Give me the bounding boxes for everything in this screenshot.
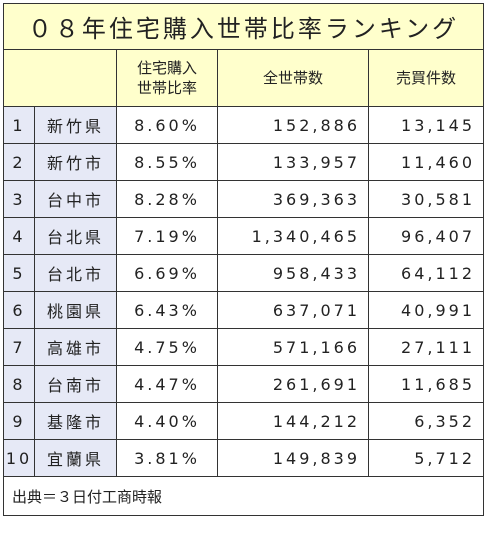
table-row: 10 宜蘭県 3.81% 149,839 5,712 (3, 439, 485, 477)
rate-cell: 7.19% (116, 217, 218, 255)
table-row: 8 台南市 4.47% 261,691 11,685 (3, 365, 485, 403)
rank-cell: 2 (3, 143, 35, 181)
table-row: 4 台北県 7.19% 1,340,465 96,407 (3, 217, 485, 255)
city-cell: 宜蘭県 (34, 439, 117, 477)
city-cell: 台南市 (34, 365, 117, 403)
households-cell: 261,691 (217, 365, 369, 403)
households-cell: 149,839 (217, 439, 369, 477)
table-row: 6 桃園県 6.43% 637,071 40,991 (3, 291, 485, 329)
city-cell: 高雄市 (34, 328, 117, 366)
header-row: 住宅購入 世帯比率 全世帯数 売買件数 (3, 49, 485, 107)
table-row: 3 台中市 8.28% 369,363 30,581 (3, 180, 485, 218)
table-row: 5 台北市 6.69% 958,433 64,112 (3, 254, 485, 292)
rate-cell: 6.43% (116, 291, 218, 329)
table-row: 1 新竹県 8.60% 152,886 13,145 (3, 106, 485, 144)
table-row: 7 高雄市 4.75% 571,166 27,111 (3, 328, 485, 366)
sales-cell: 96,407 (367, 217, 485, 255)
rate-cell: 3.81% (116, 439, 218, 477)
header-households: 全世帯数 (217, 49, 369, 107)
rank-cell: 8 (3, 365, 35, 403)
households-cell: 958,433 (217, 254, 369, 292)
header-rate: 住宅購入 世帯比率 (116, 49, 218, 107)
households-cell: 369,363 (217, 180, 369, 218)
rate-cell: 4.47% (116, 365, 218, 403)
header-rate-line2: 世帯比率 (136, 79, 197, 97)
rank-cell: 5 (3, 254, 35, 292)
header-rate-line1: 住宅購入 (136, 59, 197, 77)
households-cell: 637,071 (217, 291, 369, 329)
sales-cell: 6,352 (367, 402, 485, 440)
title-row: ０８年住宅購入世帯比率ランキング (2, 3, 485, 50)
city-cell: 台北県 (34, 217, 117, 255)
rank-cell: 3 (3, 180, 35, 218)
city-cell: 新竹県 (34, 106, 117, 144)
table-body: 1 新竹県 8.60% 152,886 13,145 2 新竹市 8.55% 133,957 11… (3, 106, 485, 477)
rate-cell: 8.55% (116, 143, 218, 181)
rate-cell: 8.28% (116, 180, 218, 218)
rank-cell: 9 (3, 402, 35, 440)
sales-cell: 64,112 (367, 254, 485, 292)
city-cell: 台北市 (34, 254, 117, 292)
city-cell: 桃園県 (34, 291, 117, 329)
rate-cell: 6.69% (116, 254, 218, 292)
rank-cell: 6 (3, 291, 35, 329)
households-cell: 133,957 (217, 143, 369, 181)
sales-cell: 11,460 (367, 143, 485, 181)
footer-row: 出典＝３日付工商時報 (2, 476, 485, 516)
sales-cell: 11,685 (367, 365, 485, 403)
households-cell: 144,212 (217, 402, 369, 440)
city-cell: 台中市 (34, 180, 117, 218)
sales-cell: 13,145 (367, 106, 485, 144)
ranking-table-container: ０８年住宅購入世帯比率ランキング 住宅購入 世帯比率 全世帯数 売買件数 1 新竹… (2, 3, 485, 516)
sales-cell: 30,581 (367, 180, 485, 218)
table-title: ０８年住宅購入世帯比率ランキング (2, 3, 485, 50)
rate-cell: 4.40% (116, 402, 218, 440)
city-cell: 基隆市 (34, 402, 117, 440)
rank-cell: 7 (3, 328, 35, 366)
rank-cell: 4 (3, 217, 35, 255)
rate-cell: 4.75% (116, 328, 218, 366)
ranking-table: ０８年住宅購入世帯比率ランキング 住宅購入 世帯比率 全世帯数 売買件数 1 新竹… (2, 3, 485, 516)
header-sales: 売買件数 (367, 49, 485, 107)
source-note: 出典＝３日付工商時報 (2, 476, 485, 516)
rate-cell: 8.60% (116, 106, 218, 144)
header-corner (3, 49, 117, 107)
sales-cell: 5,712 (367, 439, 485, 477)
households-cell: 1,340,465 (217, 217, 369, 255)
rank-cell: 1 (3, 106, 35, 144)
table-row: 9 基隆市 4.40% 144,212 6,352 (3, 402, 485, 440)
sales-cell: 27,111 (367, 328, 485, 366)
city-cell: 新竹市 (34, 143, 117, 181)
households-cell: 571,166 (217, 328, 369, 366)
households-cell: 152,886 (217, 106, 369, 144)
table-row: 2 新竹市 8.55% 133,957 11,460 (3, 143, 485, 181)
sales-cell: 40,991 (367, 291, 485, 329)
rank-cell: 10 (3, 439, 35, 477)
